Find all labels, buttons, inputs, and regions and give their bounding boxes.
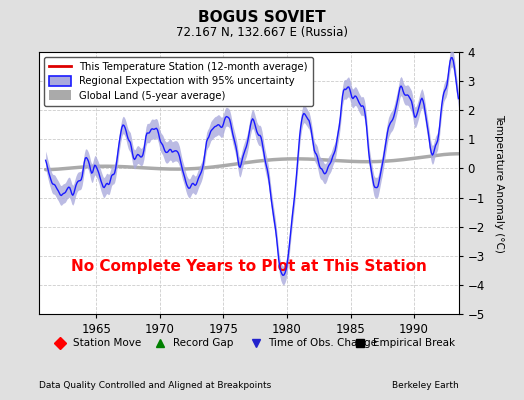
Text: Data Quality Controlled and Aligned at Breakpoints: Data Quality Controlled and Aligned at B…	[39, 381, 271, 390]
Text: No Complete Years to Plot at This Station: No Complete Years to Plot at This Statio…	[71, 259, 427, 274]
Text: Empirical Break: Empirical Break	[373, 338, 455, 348]
Text: BOGUS SOVIET: BOGUS SOVIET	[198, 10, 326, 25]
Text: Record Gap: Record Gap	[172, 338, 233, 348]
Legend: This Temperature Station (12-month average), Regional Expectation with 95% uncer: This Temperature Station (12-month avera…	[45, 57, 313, 106]
Text: Berkeley Earth: Berkeley Earth	[392, 381, 458, 390]
Text: 72.167 N, 132.667 E (Russia): 72.167 N, 132.667 E (Russia)	[176, 26, 348, 39]
Text: Time of Obs. Change: Time of Obs. Change	[268, 338, 377, 348]
Y-axis label: Temperature Anomaly (°C): Temperature Anomaly (°C)	[494, 114, 504, 252]
Text: Station Move: Station Move	[73, 338, 141, 348]
